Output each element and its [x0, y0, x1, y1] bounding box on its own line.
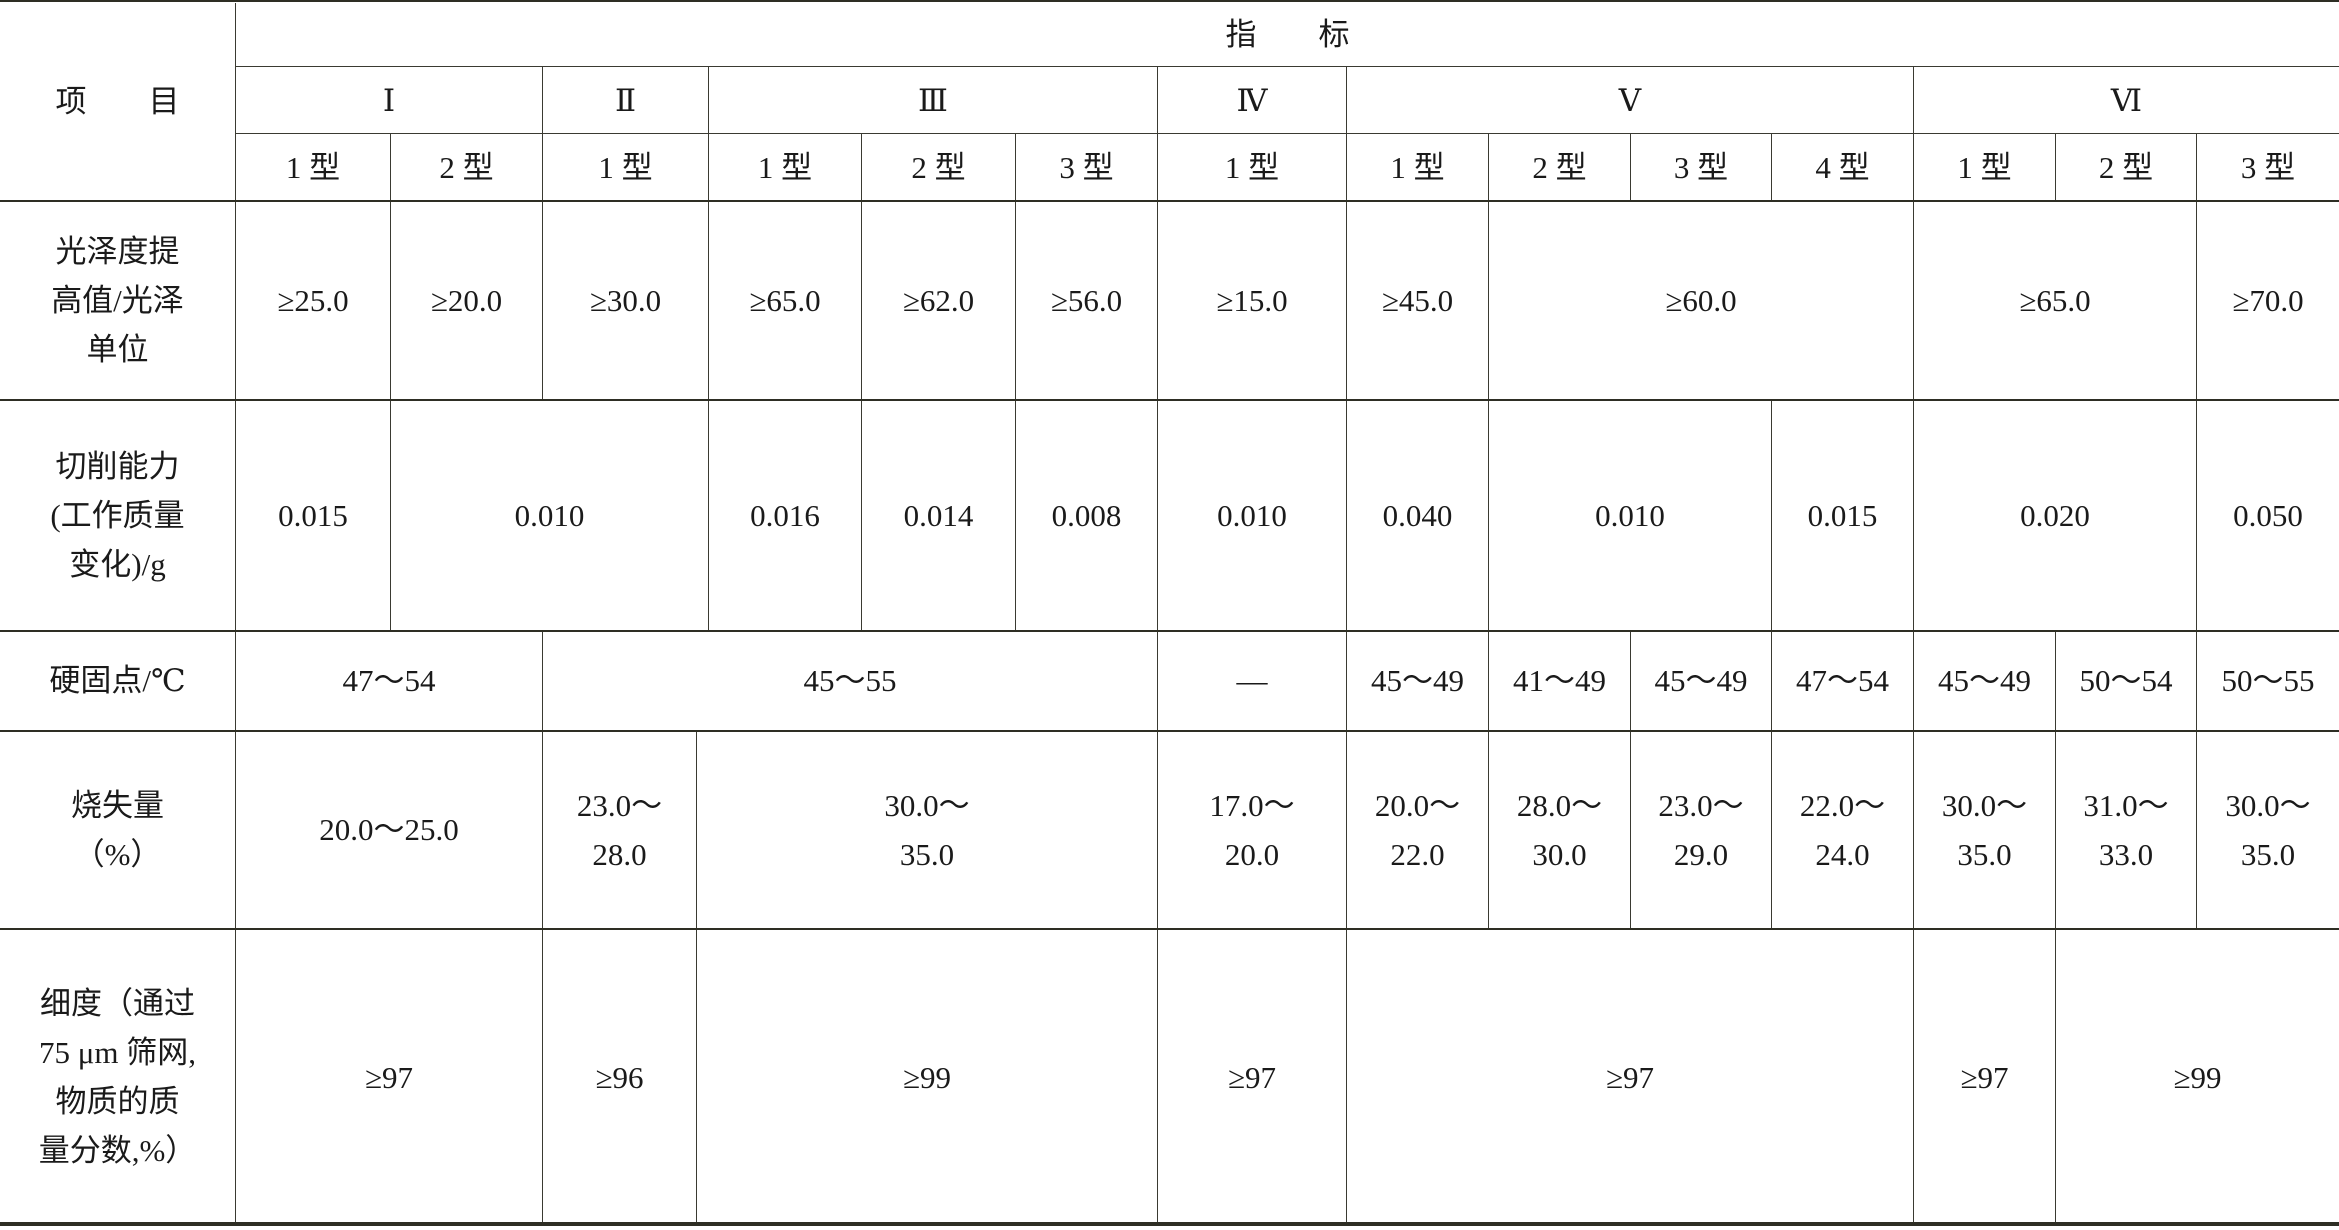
type-header: 4 型 [1772, 134, 1914, 201]
loss-on-ignition-value: 20.0～ 22.0 [1347, 731, 1489, 929]
hardening-point-value: 45～55 [543, 631, 1158, 731]
type-header: 1 型 [1914, 134, 2056, 201]
cutting-ability-value: 0.015 [236, 400, 391, 631]
table-rule [0, 0, 2339, 2]
loss-on-ignition-value: 31.0～ 33.0 [2056, 731, 2197, 929]
gloss-improvement-value: ≥60.0 [1489, 201, 1914, 400]
loss-on-ignition-label: 烧失量 （%） [0, 731, 236, 929]
fineness-value: ≥99 [2056, 929, 2339, 1226]
hardening-point-value: 50～55 [2197, 631, 2339, 731]
type-header: 3 型 [1016, 134, 1158, 201]
type-header: 1 型 [1158, 134, 1347, 201]
cutting-ability-value: 0.020 [1914, 400, 2197, 631]
gloss-improvement-value: ≥30.0 [543, 201, 709, 400]
loss-on-ignition-value: 23.0～ 28.0 [543, 731, 697, 929]
type-header: 1 型 [236, 134, 391, 201]
cutting-ability-value: 0.050 [2197, 400, 2339, 631]
grade-header: Ⅵ [1914, 67, 2339, 134]
hardening-point-label: 硬固点/℃ [0, 631, 236, 731]
type-header: 2 型 [862, 134, 1016, 201]
fineness-value: ≥96 [543, 929, 697, 1226]
loss-on-ignition-value: 30.0～ 35.0 [1914, 731, 2056, 929]
cutting-ability-value: 0.016 [709, 400, 862, 631]
type-header: 1 型 [1347, 134, 1489, 201]
indicator-header: 指 标 [236, 3, 2339, 67]
type-header: 3 型 [2197, 134, 2339, 201]
loss-on-ignition-value: 22.0～ 24.0 [1772, 731, 1914, 929]
type-header: 2 型 [2056, 134, 2197, 201]
fineness-value: ≥97 [1914, 929, 2056, 1226]
gloss-improvement-value: ≥45.0 [1347, 201, 1489, 400]
loss-on-ignition-value: 20.0～25.0 [236, 731, 543, 929]
fineness-value: ≥99 [697, 929, 1158, 1226]
fineness-value: ≥97 [1347, 929, 1914, 1226]
type-header: 2 型 [1489, 134, 1631, 201]
gloss-improvement-value: ≥62.0 [862, 201, 1016, 400]
hardening-point-value: 45～49 [1914, 631, 2056, 731]
gloss-improvement-value: ≥65.0 [709, 201, 862, 400]
item-header: 项 目 [0, 3, 236, 201]
hardening-point-value: 50～54 [2056, 631, 2197, 731]
grade-header: Ⅴ [1347, 67, 1914, 134]
loss-on-ignition-value: 17.0～ 20.0 [1158, 731, 1347, 929]
grade-header: Ⅳ [1158, 67, 1347, 134]
table-rule [0, 630, 2339, 632]
gloss-improvement-label: 光泽度提 高值/光泽 单位 [0, 201, 236, 400]
grade-header: Ⅲ [709, 67, 1158, 134]
hardening-point-value: 45～49 [1347, 631, 1489, 731]
table-rule [0, 730, 2339, 732]
gloss-improvement-value: ≥70.0 [2197, 201, 2339, 400]
type-header: 2 型 [391, 134, 543, 201]
cutting-ability-value: 0.008 [1016, 400, 1158, 631]
grade-header: Ⅰ [236, 67, 543, 134]
fineness-value: ≥97 [236, 929, 543, 1226]
table-rule [0, 200, 2339, 202]
grade-header: Ⅱ [543, 67, 709, 134]
gloss-improvement-value: ≥20.0 [391, 201, 543, 400]
hardening-point-value: 47～54 [236, 631, 543, 731]
fineness-label: 细度（通过 75 μm 筛网, 物质的质 量分数,%） [0, 929, 236, 1226]
cutting-ability-value: 0.014 [862, 400, 1016, 631]
hardening-point-value: 47～54 [1772, 631, 1914, 731]
type-header: 3 型 [1631, 134, 1772, 201]
cutting-ability-label: 切削能力 (工作质量 变化)/g [0, 400, 236, 631]
cutting-ability-value: 0.010 [391, 400, 709, 631]
fineness-value: ≥97 [1158, 929, 1347, 1226]
table-rule [0, 1222, 2339, 1226]
type-header: 1 型 [709, 134, 862, 201]
gloss-improvement-value: ≥65.0 [1914, 201, 2197, 400]
loss-on-ignition-value: 30.0～ 35.0 [2197, 731, 2339, 929]
cutting-ability-value: 0.010 [1489, 400, 1772, 631]
table-rule [0, 399, 2339, 401]
cutting-ability-value: 0.015 [1772, 400, 1914, 631]
hardening-point-value: 45～49 [1631, 631, 1772, 731]
hardening-point-value: — [1158, 631, 1347, 731]
type-header: 1 型 [543, 134, 709, 201]
loss-on-ignition-value: 28.0～ 30.0 [1489, 731, 1631, 929]
cutting-ability-value: 0.040 [1347, 400, 1489, 631]
loss-on-ignition-value: 30.0～ 35.0 [697, 731, 1158, 929]
gloss-improvement-value: ≥25.0 [236, 201, 391, 400]
cutting-ability-value: 0.010 [1158, 400, 1347, 631]
hardening-point-value: 41～49 [1489, 631, 1631, 731]
table-rule [0, 928, 2339, 930]
loss-on-ignition-value: 23.0～ 29.0 [1631, 731, 1772, 929]
gloss-improvement-value: ≥56.0 [1016, 201, 1158, 400]
gloss-improvement-value: ≥15.0 [1158, 201, 1347, 400]
